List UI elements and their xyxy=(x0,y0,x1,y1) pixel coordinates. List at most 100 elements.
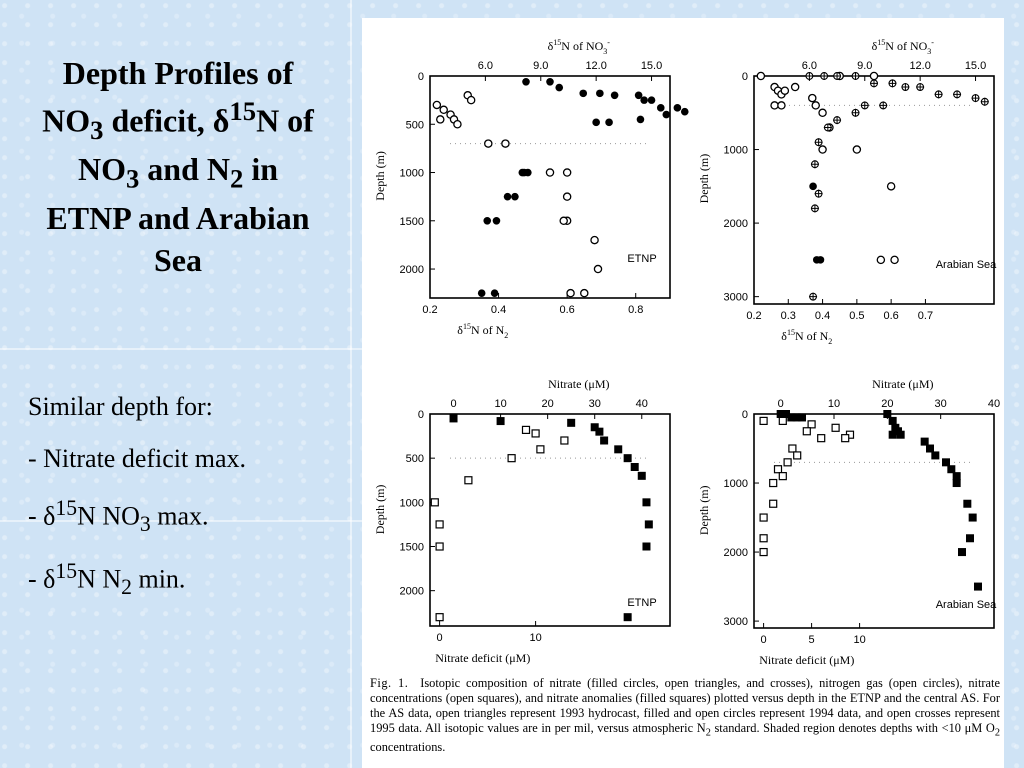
background-seam xyxy=(0,520,362,522)
data-point xyxy=(807,420,816,429)
data-point xyxy=(769,478,778,488)
y-tick-label: 3000 xyxy=(724,616,748,628)
top-x-axis-label: δ15N of NO3- xyxy=(872,38,935,56)
data-point xyxy=(634,91,643,100)
data-point xyxy=(879,101,888,110)
data-point xyxy=(642,498,651,507)
data-point xyxy=(610,91,619,100)
y-tick-label: 3000 xyxy=(724,292,748,304)
top-x-tick-label: 6.0 xyxy=(802,60,817,72)
data-point xyxy=(811,101,820,110)
data-point xyxy=(782,410,790,418)
data-point xyxy=(818,108,827,118)
data-point xyxy=(787,413,796,422)
data-point xyxy=(869,71,879,81)
data-point xyxy=(823,123,832,132)
x-tick-label: 10 xyxy=(529,632,541,644)
data-point xyxy=(805,72,814,80)
y-tick-label: 1000 xyxy=(724,145,748,157)
top-x-axis-label: Nitrate (μM) xyxy=(548,377,609,391)
data-point xyxy=(851,108,860,117)
data-point xyxy=(449,414,458,423)
y-tick-label: 2000 xyxy=(400,586,424,598)
data-point xyxy=(501,139,510,148)
chart-panel: 0 1000 2000 3000 0 5 10 0 10 20 30 40 Nitrate defici… xyxy=(697,377,1000,667)
y-tick-label: 2000 xyxy=(724,547,748,559)
data-point xyxy=(593,264,603,274)
data-point xyxy=(439,105,448,115)
y-axis-label: Depth (m) xyxy=(373,485,387,535)
title-line: Sea xyxy=(154,242,202,279)
data-point xyxy=(579,89,588,98)
data-point xyxy=(464,476,473,485)
y-tick-label: 2000 xyxy=(400,264,424,276)
x-tick-label: 10 xyxy=(853,634,865,646)
data-point xyxy=(831,423,840,432)
data-point xyxy=(890,255,899,265)
data-point xyxy=(769,499,778,508)
data-point xyxy=(777,101,786,110)
data-point xyxy=(521,425,531,434)
x-axis-label: δ15N of N2 xyxy=(781,328,832,346)
y-tick-label: 0 xyxy=(742,71,748,83)
data-point xyxy=(492,216,501,225)
bullet-item: - δ15N NO3 max. xyxy=(28,496,209,536)
data-point xyxy=(614,445,623,454)
title-line: ETNP and Arabian xyxy=(46,200,310,237)
data-point xyxy=(974,582,982,591)
data-point xyxy=(888,430,897,439)
data-point xyxy=(623,613,632,622)
data-point xyxy=(792,413,801,422)
top-x-tick-label: 15.0 xyxy=(641,60,662,72)
top-x-tick-label: 20 xyxy=(881,398,893,410)
y-axis-label: Depth (m) xyxy=(697,154,711,204)
x-tick-label: 0.3 xyxy=(781,310,796,322)
data-point xyxy=(590,423,599,432)
data-point xyxy=(566,288,575,298)
top-x-tick-label: 30 xyxy=(935,398,947,410)
data-point xyxy=(952,479,961,488)
data-point xyxy=(852,145,862,154)
data-point xyxy=(770,101,779,110)
data-point xyxy=(580,288,589,298)
data-point xyxy=(511,192,519,201)
y-tick-label: 1000 xyxy=(724,478,748,490)
figure-image: 0 500 1000 1500 2000 0.2 0.4 0.6 0.8 6.0 9.0 12.0 15… xyxy=(362,18,1004,768)
bullet-item: - Nitrate deficit max. xyxy=(28,444,247,473)
figure-caption: Fig. 1. Isotopic composition of nitrate … xyxy=(370,676,1001,755)
top-x-tick-label: 0 xyxy=(778,398,784,410)
data-point xyxy=(560,436,569,445)
x-axis-label: δ15N of N2 xyxy=(457,322,508,340)
title-line: NO3 deficit, δ15N of xyxy=(42,96,314,146)
data-point xyxy=(477,289,486,297)
x-tick-label: 0.6 xyxy=(883,310,898,322)
plot-frame xyxy=(429,413,671,627)
y-tick-label: 500 xyxy=(406,119,424,131)
data-point xyxy=(888,416,897,425)
data-point xyxy=(590,235,599,245)
bullet-item: - δ15N N2 min. xyxy=(28,558,186,599)
data-point xyxy=(934,90,943,99)
top-x-tick-label: 12.0 xyxy=(909,60,930,72)
data-point xyxy=(546,77,554,86)
data-point xyxy=(841,434,850,443)
data-point xyxy=(966,534,974,543)
data-point xyxy=(788,444,797,453)
data-point xyxy=(968,513,977,522)
top-x-tick-label: 12.0 xyxy=(585,60,606,72)
data-point xyxy=(833,72,842,80)
data-point xyxy=(662,110,671,119)
data-point xyxy=(952,472,961,481)
data-point xyxy=(483,216,492,225)
data-point xyxy=(518,168,527,177)
data-point xyxy=(818,145,827,154)
data-point xyxy=(833,116,842,125)
data-point xyxy=(901,83,910,92)
y-tick-label: 0 xyxy=(418,409,424,421)
data-point xyxy=(958,548,966,557)
y-tick-label: 0 xyxy=(418,71,424,83)
data-point xyxy=(778,416,787,426)
data-point xyxy=(759,547,768,557)
data-point xyxy=(851,72,860,80)
